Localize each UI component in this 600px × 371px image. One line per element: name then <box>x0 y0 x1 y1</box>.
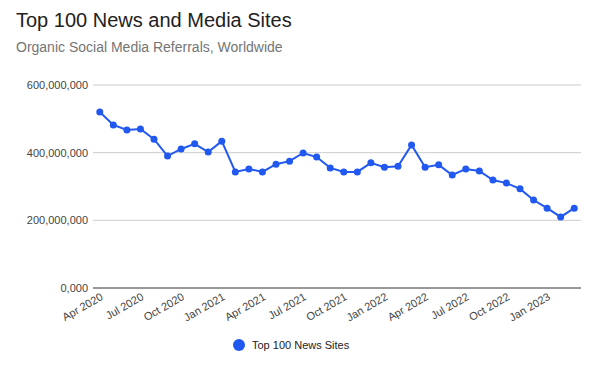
x-tick-label: Apr 2021 <box>223 290 268 323</box>
x-tick-label: Jul 2022 <box>429 290 471 321</box>
point <box>313 154 320 161</box>
x-tick-label: Jan 2023 <box>507 290 552 323</box>
legend-label: Top 100 News Sites <box>252 339 350 351</box>
point <box>340 168 347 175</box>
point <box>503 180 510 187</box>
plot-area <box>96 109 577 221</box>
grid-line <box>93 85 581 86</box>
point <box>218 138 225 145</box>
point <box>544 205 551 212</box>
point <box>300 150 307 157</box>
point <box>110 121 117 128</box>
x-tick-label: Jul 2020 <box>103 290 145 321</box>
point <box>123 126 130 133</box>
point <box>327 164 334 171</box>
point <box>530 197 537 204</box>
point <box>367 159 374 166</box>
y-tick-label: 400,000,000 <box>27 147 88 159</box>
legend-swatch <box>233 339 245 351</box>
x-tick-label: Jan 2022 <box>344 290 389 323</box>
point <box>191 140 198 147</box>
point <box>381 164 388 171</box>
x-tick-label: Oct 2022 <box>467 290 512 323</box>
x-tick-label: Jul 2021 <box>266 290 308 321</box>
point <box>164 153 171 160</box>
x-tick-label: Jan 2021 <box>182 290 227 323</box>
series-line <box>100 112 574 217</box>
point <box>137 125 144 132</box>
point <box>259 168 266 175</box>
point <box>96 109 103 116</box>
point <box>232 168 239 175</box>
point <box>245 165 252 172</box>
point <box>395 163 402 170</box>
x-tick-label: Apr 2022 <box>385 290 430 323</box>
point <box>462 165 469 172</box>
point <box>286 158 293 165</box>
y-tick-label: 0,000 <box>60 282 88 294</box>
chart: Top 100 News and Media Sites Organic Soci… <box>0 0 600 371</box>
grid-line <box>93 288 581 289</box>
title: Top 100 News and Media Sites <box>16 9 292 31</box>
x-tick-label: Oct 2021 <box>304 290 349 323</box>
point <box>151 136 158 143</box>
point <box>354 168 361 175</box>
point <box>489 177 496 184</box>
point <box>205 148 212 155</box>
point <box>273 161 280 168</box>
point <box>422 164 429 171</box>
point <box>571 205 578 212</box>
y-tick-label: 600,000,000 <box>27 79 88 91</box>
grid-line <box>93 220 581 221</box>
x-tick-label: Oct 2020 <box>141 290 186 323</box>
point <box>476 167 483 174</box>
y-tick-label: 200,000,000 <box>27 214 88 226</box>
x-tick-label: Apr 2020 <box>60 290 105 323</box>
point <box>517 185 524 192</box>
point <box>449 171 456 178</box>
point <box>408 141 415 148</box>
point <box>178 145 185 152</box>
point <box>435 161 442 168</box>
point <box>557 213 564 220</box>
subtitle: Organic Social Media Referrals, Worldwid… <box>16 39 283 55</box>
